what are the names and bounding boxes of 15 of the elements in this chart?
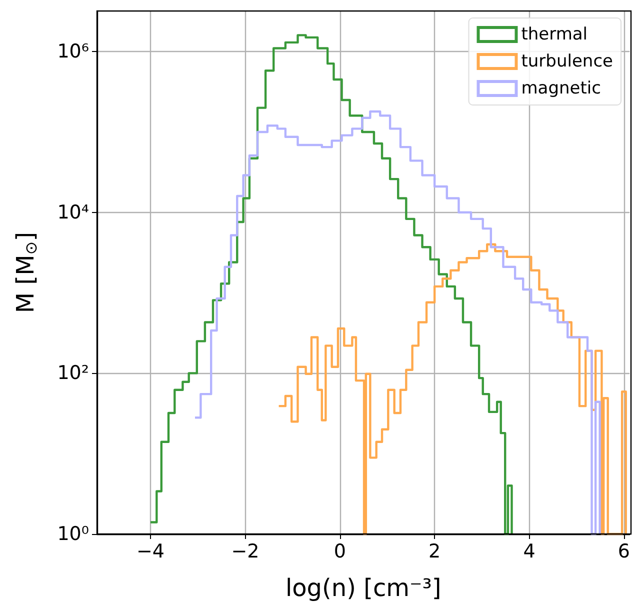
x-tick-label: 4	[523, 540, 536, 562]
y-tick-label: 10⁶	[57, 40, 89, 63]
x-tick-label: 2	[428, 540, 441, 562]
legend-label: thermal	[521, 24, 588, 44]
y-tick-label: 10⁰	[57, 523, 89, 545]
legend-label: turbulence	[521, 52, 614, 72]
x-tick-label: 0	[334, 540, 346, 562]
x-tick-label: −4	[136, 540, 165, 562]
x-tick-label: −2	[231, 540, 260, 562]
x-axis-title: log(n) [cm⁻³]	[285, 574, 442, 602]
y-tick-label: 10²	[57, 362, 89, 384]
y-tick-label: 10⁴	[57, 201, 90, 224]
y-axis-title: M [M⊙]	[12, 232, 40, 314]
x-tick-label: 6	[618, 540, 630, 562]
legend-label: magnetic	[521, 78, 601, 98]
